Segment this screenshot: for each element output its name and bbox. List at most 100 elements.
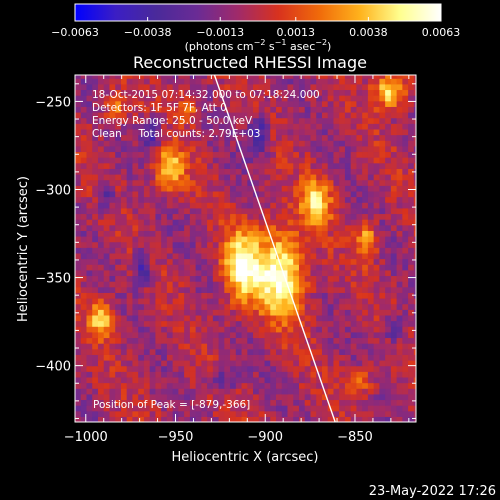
heatmap-cell <box>408 405 415 412</box>
heatmap-cell <box>321 382 329 389</box>
heatmap-cell <box>270 309 277 316</box>
heatmap-cell <box>356 371 363 378</box>
heatmap-cell <box>184 331 191 339</box>
heatmap-cell <box>385 343 392 350</box>
heatmap-cell <box>103 224 111 231</box>
heatmap-cell <box>126 241 134 248</box>
colorbar-tick-label: −0.0013 <box>196 26 244 39</box>
heatmap-cell <box>103 359 111 367</box>
heatmap-cell <box>97 297 105 305</box>
heatmap-cell <box>276 343 283 350</box>
heatmap-cell <box>333 410 340 417</box>
heatmap-cell <box>161 382 168 389</box>
heatmap-cell <box>344 359 352 367</box>
heatmap-cell <box>241 314 248 322</box>
heatmap-cell <box>367 258 375 265</box>
heatmap-cell <box>373 376 380 384</box>
heatmap-cell <box>402 309 409 316</box>
heatmap-cell <box>235 286 243 293</box>
heatmap-cell <box>350 382 358 389</box>
heatmap-cell <box>247 117 254 124</box>
heatmap-cell <box>212 264 220 271</box>
heatmap-cell <box>321 269 329 277</box>
heatmap-cell <box>276 241 283 248</box>
heatmap-cell <box>138 410 145 417</box>
heatmap-cell <box>327 157 335 164</box>
heatmap-cell <box>276 111 283 119</box>
heatmap-cell <box>327 320 335 327</box>
heatmap-cell <box>235 123 243 130</box>
heatmap-cell <box>75 235 82 243</box>
heatmap-cell <box>115 269 122 277</box>
heatmap-cell <box>178 326 185 333</box>
heatmap-cell <box>276 326 283 333</box>
heatmap-cell <box>258 382 266 389</box>
heatmap-cell <box>287 297 294 305</box>
heatmap-cell <box>132 264 139 271</box>
heatmap-cell <box>184 173 191 181</box>
heatmap-cell <box>75 83 82 91</box>
x-axis-label: Heliocentric X (arcsec) <box>172 450 319 465</box>
heatmap-cell <box>293 230 300 237</box>
heatmap-cell <box>115 281 122 288</box>
heatmap-cell <box>189 140 197 147</box>
heatmap-cell <box>97 117 105 124</box>
heatmap-cell <box>327 162 335 169</box>
heatmap-cell <box>80 179 88 186</box>
heatmap-cell <box>253 179 260 186</box>
heatmap-cell <box>247 371 254 378</box>
heatmap-cell <box>304 371 312 378</box>
heatmap-cell <box>143 157 151 164</box>
heatmap-cell <box>367 157 375 164</box>
heatmap-cell <box>195 100 202 107</box>
heatmap-cell <box>264 388 271 395</box>
heatmap-cell <box>270 123 277 130</box>
heatmap-cell <box>178 286 185 293</box>
heatmap-cell <box>270 128 277 136</box>
heatmap-cell <box>224 140 231 147</box>
heatmap-cell <box>344 337 352 344</box>
heatmap-cell <box>367 151 375 158</box>
heatmap-cell <box>258 117 266 124</box>
heatmap-cell <box>253 224 260 231</box>
heatmap-cell <box>218 264 225 271</box>
heatmap-cell <box>396 354 403 361</box>
heatmap-cell <box>396 128 403 136</box>
heatmap-cell <box>201 297 208 305</box>
heatmap-cell <box>327 241 335 248</box>
heatmap-cell <box>184 247 191 254</box>
heatmap-cell <box>184 303 191 310</box>
heatmap-cell <box>333 281 340 288</box>
heatmap-cell <box>92 258 99 265</box>
heatmap-cell <box>143 230 151 237</box>
heatmap-cell <box>396 337 403 344</box>
heatmap-cell <box>115 252 122 260</box>
heatmap-cell <box>218 235 225 243</box>
heatmap-cell <box>149 83 157 91</box>
heatmap-cell <box>276 416 283 422</box>
heatmap-cell <box>379 190 386 198</box>
heatmap-cell <box>362 359 369 367</box>
heatmap-cell <box>367 219 375 226</box>
heatmap-cell <box>201 219 208 226</box>
heatmap-cell <box>390 162 398 169</box>
heatmap-cell <box>143 359 151 367</box>
heatmap-cell <box>178 371 185 378</box>
heatmap-cell <box>230 382 237 389</box>
heatmap-cell <box>339 162 346 169</box>
heatmap-cell <box>385 241 392 248</box>
heatmap-cell <box>287 100 294 107</box>
heatmap-cell <box>298 376 306 384</box>
heatmap-cell <box>143 320 151 327</box>
heatmap-cell <box>97 382 105 389</box>
heatmap-cell <box>373 258 380 265</box>
heatmap-cell <box>103 157 111 164</box>
heatmap-cell <box>161 128 168 136</box>
heatmap-cell <box>402 213 409 220</box>
heatmap-cell <box>207 196 214 203</box>
heatmap-cell <box>166 292 174 299</box>
heatmap-cell <box>189 343 197 350</box>
heatmap-cell <box>241 376 248 384</box>
heatmap-cell <box>189 128 197 136</box>
heatmap-cell <box>350 202 358 209</box>
